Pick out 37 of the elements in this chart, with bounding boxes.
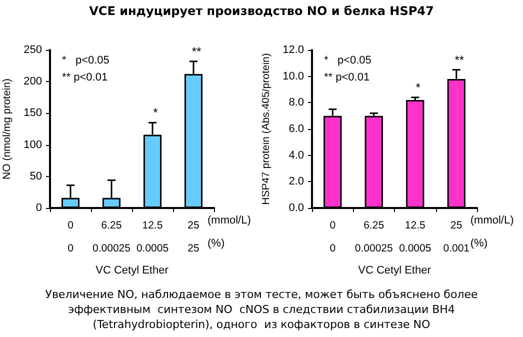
y-tick-label: 200: [24, 76, 42, 88]
y-tick-label: 6.0: [288, 123, 304, 135]
text: (mmol/L): [208, 214, 251, 226]
annotation: * p<0.05 ** p<0.01: [62, 54, 110, 84]
x-tick-label: 25 0.001: [443, 220, 470, 254]
annotation: * p<0.05 ** p<0.01: [324, 54, 372, 84]
y-tick-label: 4.0: [288, 149, 304, 162]
y-axis-title: HSP47 protein (Abs.405/protein): [260, 53, 272, 205]
y-tick-label: 10.0: [282, 70, 304, 82]
text: VCE индуцирует производство NO и белка HSP47: [88, 4, 435, 18]
annotation: *: [416, 80, 421, 94]
y-tick-label: 150: [24, 107, 42, 120]
x-tick-label: 0 0: [68, 220, 74, 254]
x-tick-label: 6.25 0.00025: [354, 220, 394, 254]
x-tick-label: 25 25: [188, 220, 200, 254]
y-axis-title: NO (nmol/mg protein): [1, 78, 14, 180]
y-tick-label: 100: [24, 138, 42, 151]
text: (mmol/L): [470, 214, 514, 226]
y-tick-label: 250: [24, 44, 42, 56]
y-tick-label: 0: [36, 202, 42, 214]
x-tick-label: 12.5 0.0005: [399, 220, 432, 254]
annotation: *: [153, 106, 158, 120]
y-tick-label: 50: [30, 170, 42, 182]
y-tick-label: 12.0: [282, 44, 304, 56]
annotation: **: [454, 52, 464, 67]
x-tick-label: 6.25 0.00025: [92, 220, 131, 254]
text: Увеличение NO, наблюдаемое в этом тесте, может быть объяснено более эффективным синтезом NO cNOS в следствии стабилизации BH4 (Tetrahydrobiopterin), одного из кофакторов в синтезе NO: [44, 287, 479, 332]
x-axis-title: VC Cetyl Ether: [358, 264, 432, 276]
x-tick-label: 12.5 0.0005: [136, 220, 169, 254]
x-tick-label: 0 0: [330, 220, 336, 254]
annotation: **: [192, 44, 202, 58]
y-tick-label: 0.0: [288, 202, 304, 214]
y-tick-label: 8.0: [288, 96, 304, 109]
y-tick-label: 2.0: [288, 176, 304, 188]
x-axis-title: VC Cetyl Ether: [96, 264, 169, 276]
text: (%): [470, 238, 488, 250]
text: (%): [208, 238, 225, 250]
